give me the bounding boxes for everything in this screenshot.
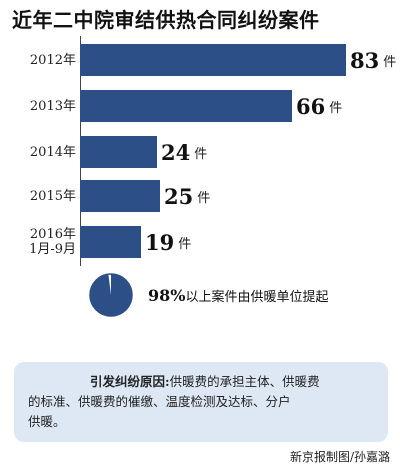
chart-title: 近年二中院审结供热合同纠纷案件 (12, 8, 320, 32)
category-label-2-line-0: 2014年 (29, 144, 76, 160)
note-heading: 引发纠纷原因: (90, 374, 170, 389)
percent-pie (88, 272, 134, 318)
value-label-1: 66 件 (296, 90, 342, 122)
value-unit-1: 件 (329, 100, 343, 116)
note-line-1: 供暖费的承担主体、供暖费 (169, 374, 320, 389)
category-label-2: 2014年 (14, 145, 76, 160)
category-label-4-line-0: 2016年 (29, 227, 76, 242)
value-number-1: 66 (296, 93, 326, 119)
value-number-0: 83 (350, 47, 380, 73)
pie-main-slice (90, 274, 132, 316)
category-label-4-line-1: 1月-9月 (29, 242, 76, 257)
bar-4 (80, 226, 141, 258)
value-unit-3: 件 (197, 190, 211, 206)
category-label-3: 2015年 (14, 189, 76, 204)
pie-caption-text: 以上案件由供暖单位提起 (185, 290, 329, 305)
bar-0 (80, 44, 346, 76)
bar-1 (80, 90, 292, 122)
note-line-2: 的标准、供暖费的催缴、温度检测及达标、分户 (28, 394, 291, 409)
cause-note: 引发纠纷原因:供暖费的承担主体、供暖费 的标准、供暖费的催缴、温度检测及达标、分… (14, 362, 388, 442)
value-number-2: 24 (161, 139, 191, 165)
note-line-3: 供暖。 (28, 414, 66, 429)
value-number-4: 19 (145, 229, 175, 255)
category-label-0-line-0: 2012年 (29, 52, 76, 68)
value-unit-0: 件 (383, 54, 397, 70)
pie-svg (89, 273, 133, 317)
value-unit-2: 件 (194, 146, 208, 162)
value-label-0: 83 件 (350, 44, 396, 76)
bar-3 (80, 180, 160, 212)
value-number-3: 25 (164, 183, 194, 209)
category-label-0: 2012年 (14, 53, 76, 68)
bar-2 (80, 136, 157, 168)
category-label-1-line-0: 2013年 (29, 98, 76, 114)
category-label-4: 2016年 1月-9月 (14, 227, 76, 257)
value-label-3: 25 件 (164, 180, 210, 212)
credit-line: 新京报制图/孙嘉潞 (289, 450, 390, 464)
category-label-1: 2013年 (14, 99, 76, 114)
value-label-4: 19 件 (145, 226, 191, 258)
category-label-3-line-0: 2015年 (29, 188, 76, 204)
pie-percent-label: 98% (148, 286, 186, 305)
value-unit-4: 件 (178, 236, 192, 252)
pie-caption: 98%以上案件由供暖单位提起 (148, 286, 328, 305)
value-label-2: 24 件 (161, 136, 207, 168)
